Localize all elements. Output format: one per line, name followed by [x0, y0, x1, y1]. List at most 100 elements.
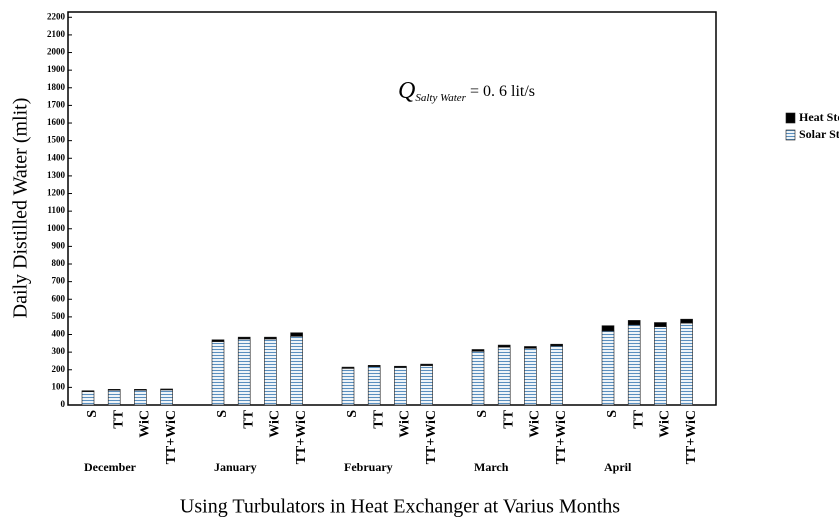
bar-segment [471, 349, 485, 352]
y-tick-label: 700 [52, 276, 66, 286]
y-tick-label: 0 [61, 399, 66, 409]
y-tick-label: 2000 [47, 47, 66, 57]
y-tick-label: 400 [52, 329, 66, 339]
legend-label: Heat Storage [799, 110, 839, 124]
y-tick-label: 1900 [47, 64, 66, 74]
y-tick-label: 1200 [47, 188, 66, 198]
bar-segment [367, 366, 381, 406]
y-tick-label: 900 [52, 240, 66, 250]
bar-segment [420, 365, 433, 406]
y-tick-label: 1400 [47, 152, 66, 162]
annotation-symbol: Q [398, 78, 415, 104]
bar-segment [211, 341, 225, 406]
y-tick-label: 1700 [47, 99, 66, 109]
legend-marker [785, 129, 796, 141]
group-label: April [604, 460, 632, 474]
x-tick-label: TT+WiC [164, 410, 179, 464]
y-tick-label: 2200 [47, 11, 66, 21]
bar-segment [81, 391, 95, 406]
x-tick-label: TT+WiC [294, 410, 309, 464]
bar-segment [367, 365, 381, 367]
bar-segment [211, 339, 225, 342]
group-label: January [214, 460, 257, 474]
bar-segment [497, 344, 511, 348]
bar-segment [134, 389, 147, 391]
y-tick-label: 2100 [47, 29, 66, 39]
x-tick-label: S [605, 410, 620, 418]
bar-segment [107, 389, 121, 391]
group-label: March [474, 460, 509, 474]
y-tick-label: 200 [52, 364, 66, 374]
bar-segment [394, 365, 407, 368]
bar-segment [264, 338, 277, 406]
bar-segment [524, 346, 537, 349]
bar-segment [471, 350, 485, 406]
x-tick-label: TT [631, 409, 646, 428]
bar-segment [394, 367, 407, 406]
y-tick-label: 300 [52, 346, 66, 356]
y-tick-label: 1300 [47, 170, 66, 180]
bar-segment [341, 366, 355, 369]
bar-segment [601, 330, 615, 406]
x-tick-label: TT+WiC [554, 410, 569, 464]
bar-segment [627, 324, 641, 406]
x-tick-label: S [475, 410, 490, 418]
y-tick-label: 800 [52, 258, 66, 268]
x-tick-label: S [345, 410, 360, 418]
x-tick-label: TT [501, 409, 516, 428]
bar-segment [654, 322, 667, 327]
bar-segment [341, 368, 355, 406]
bar-segment [524, 347, 537, 406]
x-tick-label: WiC [398, 410, 413, 438]
x-tick-label: TT [111, 409, 126, 428]
x-tick-label: WiC [138, 410, 153, 438]
x-tick-label: TT [371, 409, 386, 428]
group-label: February [344, 460, 393, 474]
bar-segment [134, 389, 147, 406]
bar-segment [627, 320, 641, 326]
y-axis-label: Daily Distilled Water (mlit) [10, 98, 32, 319]
legend-marker [785, 112, 796, 124]
bar-segment [420, 363, 433, 366]
x-axis-label: Using Turbulators in Heat Exchanger at V… [180, 496, 620, 518]
x-tick-label: WiC [528, 410, 543, 438]
y-tick-label: 100 [52, 381, 66, 391]
group-label: December [84, 460, 137, 474]
x-tick-label: S [215, 410, 230, 418]
bar-segment [237, 338, 251, 406]
bar-segment [107, 389, 121, 406]
x-tick-label: S [85, 410, 100, 418]
x-tick-label: TT [241, 409, 256, 428]
bar-segment [680, 322, 693, 406]
annotation-subscript: Salty Water [415, 92, 466, 104]
bar-segment [264, 336, 277, 340]
y-tick-label: 1600 [47, 117, 66, 127]
y-tick-label: 500 [52, 311, 66, 321]
bar-segment [550, 343, 563, 347]
bar-segment [237, 336, 251, 340]
y-tick-label: 1100 [47, 205, 65, 215]
legend-label: Solar Still [799, 127, 839, 141]
bar-segment [601, 325, 615, 332]
bar-segment [680, 318, 693, 324]
annotation-text: = 0. 6 lit/s [470, 83, 535, 100]
x-tick-label: WiC [658, 410, 673, 438]
bar-segment [550, 345, 563, 406]
x-tick-label: TT+WiC [684, 410, 699, 464]
y-tick-label: 600 [52, 293, 66, 303]
x-tick-label: WiC [268, 410, 283, 438]
plot-frame [67, 11, 717, 406]
bar-segment [654, 326, 667, 406]
y-tick-label: 1800 [47, 82, 66, 92]
bar-segment [160, 389, 173, 406]
y-tick-label: 1500 [47, 135, 66, 145]
bar-segment [81, 390, 95, 392]
annotation: QSalty Water = 0. 6 lit/s [398, 78, 535, 104]
bar-segment [497, 346, 511, 406]
bar-segment [290, 332, 303, 337]
bar-segment [290, 335, 303, 406]
y-tick-label: 1000 [47, 223, 66, 233]
bar-segment [160, 388, 173, 391]
x-tick-label: TT+WiC [424, 410, 439, 464]
